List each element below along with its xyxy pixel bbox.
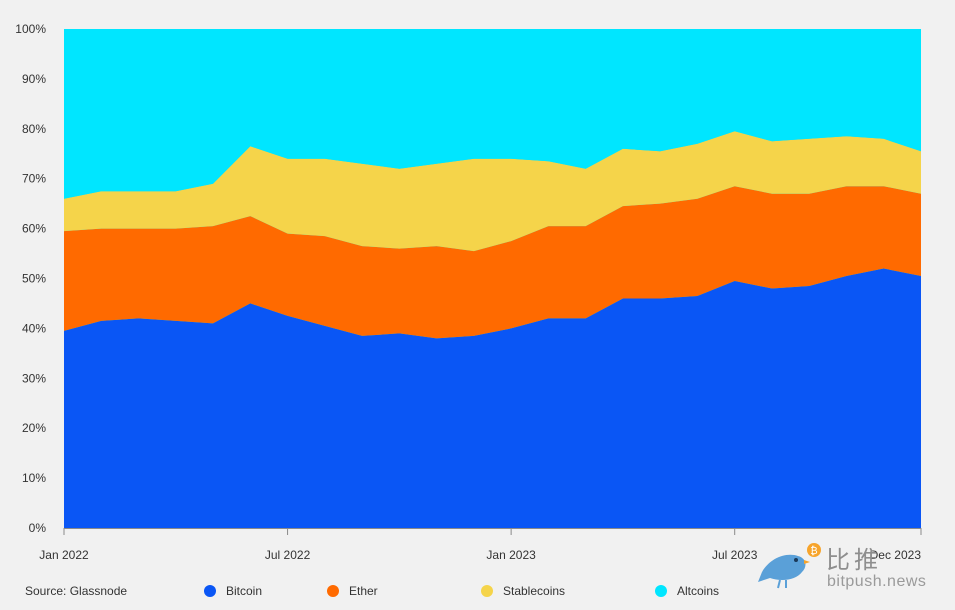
area-ether (64, 186, 921, 339)
legend-label: Bitcoin (226, 584, 263, 598)
source-note: Source: Glassnode (25, 584, 128, 598)
y-tick-label: 40% (22, 321, 46, 335)
legend-swatch (204, 585, 216, 597)
axes: 0% 10% 20% 30% 40% 50% 60% 70% 80% 90% 100% Jan 202… (15, 22, 922, 562)
y-tick-label: 70% (22, 172, 46, 186)
legend-label: Stablecoins (503, 584, 566, 598)
chart-footer: Source: Glassnode Bitcoin Ether Stablecoin… (0, 578, 955, 606)
legend-swatch (327, 585, 339, 597)
legend-label: Ether (349, 584, 378, 598)
watermark-url: bitpush.news (827, 573, 927, 590)
bitcoin-badge-icon (807, 543, 821, 557)
legend-item-altcoins: Altcoins (655, 584, 719, 598)
legend-item-bitcoin: Bitcoin (204, 584, 262, 598)
stacked-area-chart: 0% 10% 20% 30% 40% 50% 60% 70% 80% 90% 100% Jan 202… (15, 22, 922, 562)
area-altcoins (64, 29, 921, 199)
y-tick-label: 90% (22, 72, 46, 86)
legend-swatch (481, 585, 493, 597)
y-tick-label: 50% (22, 272, 46, 286)
y-tick-label: 20% (22, 421, 46, 435)
watermark-title: 比推 (826, 546, 882, 574)
area-stablecoins (64, 131, 921, 252)
watermark: ₿ 比推 bitpush.news (756, 540, 951, 600)
x-tick-label: Jan 2022 (39, 548, 89, 562)
y-tick-label: 30% (22, 371, 46, 385)
y-tick-label: 0% (29, 521, 47, 535)
area-bitcoin (64, 268, 921, 528)
series-areas (64, 29, 921, 528)
svg-text:₿: ₿ (810, 545, 817, 557)
x-tick-label: Dec 2023 (870, 548, 922, 562)
legend-item-ether: Ether (327, 584, 378, 598)
legend-label: Altcoins (677, 584, 720, 598)
y-tick-label: 60% (22, 222, 46, 236)
legend-swatch (655, 585, 667, 597)
x-tick-label: Jul 2022 (265, 548, 311, 562)
y-tick-label: 100% (15, 22, 46, 36)
y-tick-label: 10% (22, 471, 46, 485)
legend-item-stablecoins: Stablecoins (481, 584, 565, 598)
x-tick-label: Jan 2023 (486, 548, 536, 562)
x-tick-label: Jul 2023 (712, 548, 758, 562)
bird-logo-icon: ₿ (758, 543, 821, 589)
y-tick-label: 80% (22, 122, 46, 136)
